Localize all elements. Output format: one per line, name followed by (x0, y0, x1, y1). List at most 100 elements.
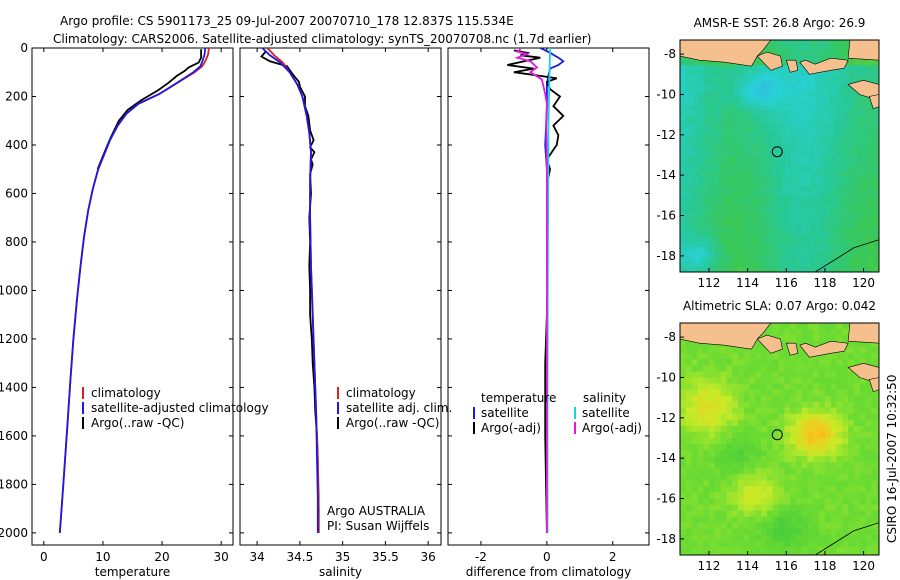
sst-map-cell (747, 80, 753, 86)
sla-map-cell (795, 341, 803, 348)
sst-map-cell (810, 110, 816, 117)
sst-map-cell (824, 221, 831, 228)
sla-map-cell (830, 540, 838, 548)
sst-map-cell (858, 216, 865, 223)
sla-map-cell (749, 365, 756, 373)
sst-map-cell (757, 125, 763, 132)
sla-map-cell (680, 438, 687, 445)
sst-map-cell (694, 135, 700, 142)
sst-map-cell (771, 171, 778, 177)
sla-map-cell (842, 486, 849, 494)
sla-map-cell (790, 462, 797, 469)
sst-map-cell (752, 110, 758, 117)
sla-map-cell (766, 383, 774, 391)
sst-map-cell (829, 105, 836, 112)
sst-map-cell (810, 50, 816, 56)
sla-map-cell (784, 401, 791, 409)
sla-map-cell (685, 546, 693, 554)
sst-map-cell (694, 261, 700, 268)
sla-map-xtick-label: 120 (852, 559, 875, 573)
sla-map-cell (824, 492, 832, 500)
sst-map-cell (834, 186, 840, 192)
sst-map-cell (762, 221, 768, 228)
sla-map-cell (853, 468, 861, 475)
sla-map-cell (697, 522, 704, 530)
sla-map-cell (680, 486, 687, 494)
sst-map-cell (873, 80, 879, 86)
sst-map-cell (752, 115, 758, 122)
sst-map-cell (781, 166, 787, 172)
sla-map-cell (738, 377, 745, 385)
sla-map-cell (766, 492, 774, 500)
sst-map-cell (786, 246, 792, 253)
sla-map-cell (703, 438, 710, 445)
sla-map-cell (685, 498, 693, 506)
sst-map-cell (709, 75, 715, 81)
sst-map-cell (709, 145, 715, 152)
sst-map-cell (795, 236, 802, 243)
sst-map-cell (849, 221, 855, 228)
sst-map-cell (723, 251, 729, 258)
sst-map-cell (728, 221, 734, 228)
sst-map-cell (762, 241, 768, 248)
sla-map-cell (819, 510, 826, 518)
sst-map-cell (757, 246, 763, 253)
sla-map-cell (766, 359, 774, 366)
sst-map-cell (752, 156, 758, 162)
sst-map-cell (873, 161, 879, 167)
sst-map-cell (776, 125, 782, 132)
sla-map-cell (691, 347, 698, 354)
sla-map-cell (680, 480, 687, 488)
sla-map-cell (871, 498, 878, 506)
sst-map-cell (791, 176, 797, 182)
sst-map-cell (791, 100, 797, 107)
sst-map-cell (771, 176, 778, 182)
sst-map-cell (786, 216, 792, 223)
sla-map-cell (871, 534, 878, 542)
sst-map-cell (834, 145, 840, 152)
sst-map-cell (873, 201, 879, 207)
sla-map-cell (691, 413, 698, 421)
sla-map-cell (697, 438, 704, 445)
sla-map-cell (743, 407, 751, 415)
sst-map-cell (752, 65, 758, 71)
sst-map-cell (829, 267, 836, 272)
sst-map-cell (805, 120, 811, 127)
sst-map-cell (810, 261, 816, 268)
sla-map-cell (714, 468, 722, 475)
sst-map-cell (858, 267, 865, 272)
sla-map-cell (755, 456, 762, 463)
sst-map-cell (834, 161, 840, 167)
sst-map-cell (839, 251, 845, 258)
sst-map-cell (839, 211, 845, 218)
sla-map-cell (680, 498, 687, 506)
sst-map-cell (699, 145, 705, 152)
sst-map-cell (810, 256, 816, 263)
sst-map-cell (863, 181, 869, 187)
sst-map-cell (699, 241, 705, 248)
sst-map-cell (853, 166, 860, 172)
sst-map-cell (747, 100, 753, 107)
sst-map-cell (723, 60, 729, 66)
sla-map-cell (697, 407, 704, 415)
sst-map-cell (805, 166, 811, 172)
side-stamp: CSIRO 16-Jul-2007 10:32:50 (885, 375, 899, 543)
sla-map-cell (830, 329, 838, 336)
sla-map-cell (772, 546, 780, 554)
sst-map-cell (849, 231, 855, 238)
sla-map-cell (778, 371, 785, 379)
sst-map-cell (713, 186, 720, 192)
sla-map-cell (842, 528, 849, 536)
sst-map-cell (728, 201, 734, 207)
sla-map-cell (877, 553, 879, 555)
sst-map-cell (815, 110, 821, 117)
sst-map-cell (757, 65, 763, 71)
sst-map-cell (810, 120, 816, 127)
sst-map-cell (766, 181, 773, 187)
sla-map-land (756, 334, 783, 354)
sla-map-cell (807, 534, 814, 542)
sst-map-cell (738, 246, 744, 253)
sla-map-cell (813, 456, 820, 463)
sst-map-cell (795, 221, 802, 228)
sla-map-cell (755, 359, 762, 366)
